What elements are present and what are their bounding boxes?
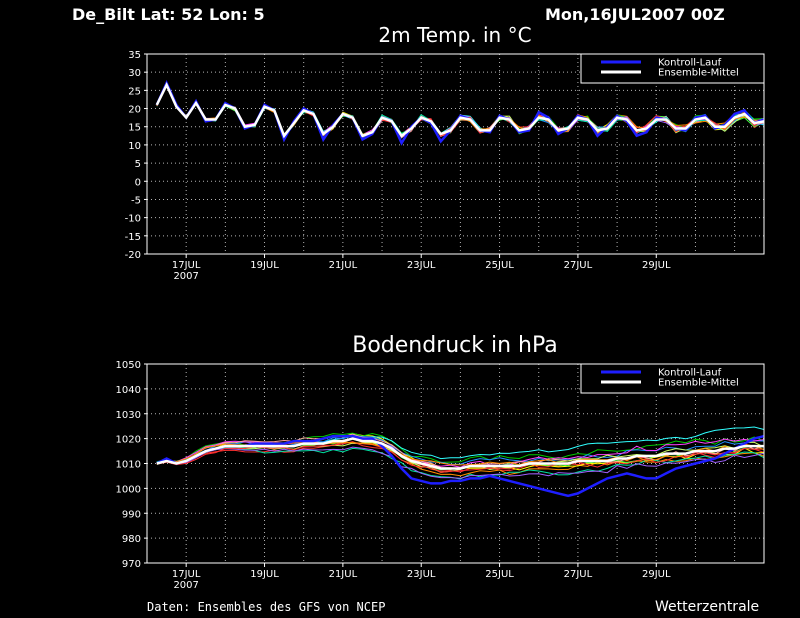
x-tick-label: 29JUL [642, 569, 671, 580]
y-tick-label: 980 [122, 534, 141, 545]
chart-title: 2m Temp. in °C [378, 23, 531, 47]
x-tick-label: 25JUL [485, 260, 514, 271]
ensemble-member-line [156, 84, 765, 138]
ensemble-member-line [156, 83, 765, 139]
y-tick-label: 35 [128, 50, 141, 61]
ensemble-member-line [156, 83, 765, 139]
kontroll-lauf-line [156, 434, 765, 498]
y-tick-label: 1000 [116, 484, 141, 495]
y-tick-label: 1020 [116, 435, 141, 446]
y-tick-label: 0 [135, 177, 141, 188]
x-tick-label: 17JUL [172, 569, 201, 580]
x-tick-year: 2007 [173, 580, 198, 591]
x-tick-label: 21JUL [329, 260, 358, 271]
y-tick-label: 30 [128, 68, 141, 79]
y-tick-label: 10 [128, 141, 141, 152]
run-timestamp: Mon,16JUL2007 00Z [545, 5, 725, 24]
y-tick-label: 970 [122, 559, 141, 570]
y-tick-label: 1030 [116, 410, 141, 421]
x-tick-label: 23JUL [407, 260, 436, 271]
x-tick-label: 21JUL [329, 569, 358, 580]
x-tick-label: 27JUL [564, 569, 593, 580]
y-tick-label: -10 [125, 214, 141, 225]
y-tick-label: 1010 [116, 460, 141, 471]
ensemble-member-line [156, 447, 765, 480]
data-source-note: Daten: Ensembles des GFS von NCEP [147, 600, 386, 614]
y-tick-label: 25 [128, 86, 141, 97]
chart-panel-1: 2m Temp. in °C 35 30 25 20 15 10 5 0 -5 -10 -15 -20 1… [125, 23, 765, 282]
legend-label-kontroll: Kontroll-Lauf [658, 58, 722, 69]
x-tick-label: 17JUL [172, 260, 201, 271]
legend-label-mittel: Ensemble-Mittel [658, 68, 739, 79]
wetterzentrale-logo-text: Wetterzentrale [655, 599, 760, 615]
chart-title: Bodendruck in hPa [352, 333, 558, 358]
legend-label-mittel: Ensemble-Mittel [658, 378, 739, 389]
x-tick-label: 23JUL [407, 569, 436, 580]
legend-label-kontroll: Kontroll-Lauf [658, 368, 722, 379]
y-tick-label: 990 [122, 509, 141, 520]
chart-panel-2: Bodendruck in hPa 1050 1040 1030 1020 1010 100… [116, 333, 765, 591]
y-tick-label: 1040 [116, 385, 141, 396]
plot-frame [146, 53, 765, 255]
y-tick-label: 20 [128, 105, 141, 116]
y-tick-label: -5 [131, 195, 141, 206]
x-tick-label: 27JUL [564, 260, 593, 271]
x-tick-label: 19JUL [250, 260, 279, 271]
y-tick-label: 15 [128, 123, 141, 134]
x-tick-year: 2007 [173, 271, 198, 282]
x-tick-label: 25JUL [485, 569, 514, 580]
ensemble-mittel-line [156, 437, 764, 470]
ensemble-member-line [156, 446, 765, 479]
station-label: De_Bilt Lat: 52 Lon: 5 [72, 5, 265, 24]
y-tick-label: 5 [135, 159, 141, 170]
x-tick-label: 29JUL [642, 260, 671, 271]
plot-frame [146, 363, 765, 564]
legend-box [580, 363, 765, 394]
y-tick-label: 1050 [116, 360, 141, 371]
ensemble-mittel-line [155, 81, 765, 139]
y-tick-label: -15 [125, 232, 141, 243]
legend-box [580, 53, 765, 84]
y-tick-label: -20 [125, 250, 141, 261]
x-tick-label: 19JUL [250, 569, 279, 580]
